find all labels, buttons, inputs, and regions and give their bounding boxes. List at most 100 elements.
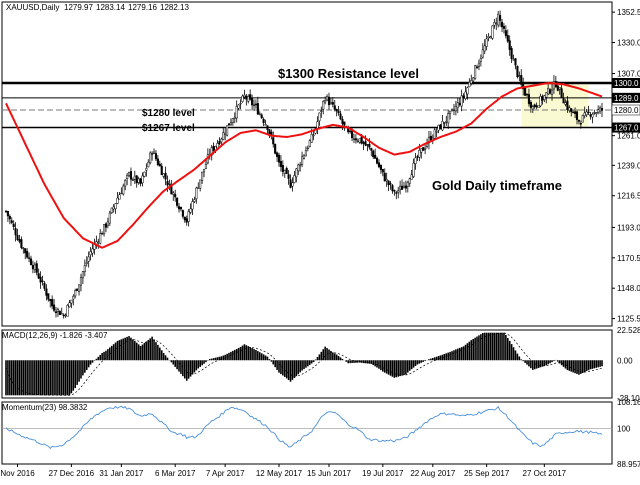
moving-average-layer [5, 81, 603, 249]
price-tick-label: 1307.0 [617, 70, 640, 79]
candle-body [272, 137, 275, 145]
candle-body [49, 299, 52, 302]
candle-body [108, 212, 111, 224]
candle-body [39, 276, 42, 283]
macd-tick-label: -28.1068 [617, 394, 640, 403]
candle-body [514, 58, 517, 66]
candle-body [124, 180, 127, 187]
candle-body [362, 142, 365, 144]
candle-body [193, 199, 196, 202]
momentum-layer [2, 405, 612, 450]
candle-body [589, 114, 592, 117]
candle-body [110, 207, 113, 214]
candle-body [420, 148, 423, 153]
candle-body [226, 125, 229, 136]
candle-body [293, 175, 296, 183]
candle-body [326, 96, 329, 101]
candle-body [68, 302, 71, 308]
candle-body [135, 175, 138, 184]
candle-body [389, 183, 392, 185]
candle-body [183, 216, 186, 221]
candle-body [224, 132, 227, 135]
candle-body [156, 158, 159, 165]
candle-body [560, 88, 563, 98]
candle-body [489, 36, 492, 39]
candle-body [31, 264, 34, 270]
candle-body [439, 124, 442, 130]
candle-body [358, 138, 361, 143]
candle-body [56, 308, 59, 312]
candle-body [520, 75, 523, 85]
x-tick-label: 31 Jan 2017 [99, 469, 144, 478]
momentum-tick-label: 108.1663 [617, 398, 640, 407]
candle-body [351, 130, 354, 139]
candle-body [220, 138, 223, 143]
candle-body [160, 165, 163, 176]
candle-body [462, 95, 465, 98]
candle-body [101, 233, 104, 235]
candle-body [187, 211, 190, 222]
candle-body [216, 143, 219, 149]
candle-body [575, 111, 579, 120]
candle-body [450, 109, 454, 111]
level-label-box [612, 78, 640, 88]
current-price-label: 1280.0 [614, 106, 639, 115]
candle-body [129, 171, 133, 180]
candle-body [231, 118, 234, 123]
annotation-gold-daily: Gold Daily timeframe [432, 178, 562, 193]
candle-body [324, 100, 327, 103]
candle-body [414, 157, 417, 164]
candle-body [327, 96, 331, 106]
candle-body [527, 94, 530, 104]
candle-body [243, 94, 246, 98]
candle-body [218, 141, 221, 144]
candle-body [508, 40, 511, 50]
x-tick-label: 6 Mar 2017 [155, 469, 196, 478]
price-tick-label: 1261.0 [617, 132, 640, 141]
candle-body [297, 164, 300, 172]
momentum-tick-label: 100 [617, 424, 631, 433]
candle-body [162, 173, 165, 177]
level-label-box [612, 92, 640, 103]
candle-body [62, 314, 65, 317]
candle-body [279, 161, 282, 168]
candle-body [549, 89, 552, 94]
candle-body [510, 48, 513, 59]
candle-body [522, 82, 525, 90]
candle-body [406, 182, 409, 187]
candle-body [504, 30, 507, 36]
candle-body [425, 143, 429, 147]
candle-body [570, 108, 573, 113]
candle-body [395, 192, 398, 194]
candle-body [566, 100, 569, 111]
candle-body [512, 59, 515, 61]
candle-body [399, 185, 402, 190]
candle-body [599, 107, 602, 112]
annotation-1280-level: $1280 level [142, 108, 195, 119]
candle-body [222, 132, 225, 140]
annotation-1267-level: $1267 level [142, 123, 195, 134]
candle-body [277, 154, 281, 163]
candle-body [376, 158, 379, 164]
candle-body [539, 95, 542, 107]
candle-body [291, 182, 294, 187]
price-tick-label: 1352.5 [617, 8, 640, 17]
candle-body [202, 168, 206, 173]
price-tick-label: 1330.0 [617, 39, 640, 48]
candle-body [372, 150, 375, 158]
candle-body [147, 161, 150, 168]
candle-body [568, 107, 571, 111]
candle-body [295, 168, 298, 178]
candle-body [204, 163, 207, 169]
candle-body [89, 251, 92, 256]
candle-body [377, 162, 381, 168]
candle-body [479, 58, 482, 62]
candle-body [474, 65, 477, 80]
candle-body [74, 290, 77, 297]
candle-body [524, 88, 527, 96]
candle-body [574, 111, 577, 114]
candle-body [212, 146, 215, 151]
header-low: 1279.16 [128, 3, 157, 12]
candle-body [435, 131, 438, 133]
candle-body [441, 121, 444, 131]
